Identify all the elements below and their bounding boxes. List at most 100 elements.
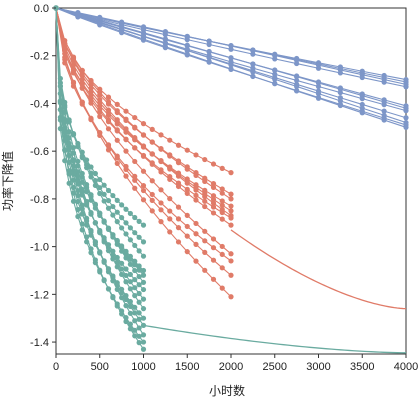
teal-data-point <box>136 218 142 224</box>
blue-data-point <box>315 80 322 86</box>
red-data-point <box>202 198 208 204</box>
y-tick-label: -1.2 <box>30 289 49 301</box>
red-data-point <box>210 204 217 210</box>
teal-data-point <box>127 225 133 231</box>
teal-data-point <box>110 295 116 301</box>
red-data-point <box>88 100 94 106</box>
teal-data-point <box>123 279 129 285</box>
red-data-point <box>184 166 190 172</box>
blue-data-point <box>228 46 234 52</box>
teal-data-point <box>105 205 112 211</box>
blue-data-point <box>228 62 234 68</box>
red-data-point <box>114 127 120 133</box>
teal-data-point <box>101 182 107 188</box>
teal-data-point <box>132 277 138 283</box>
blue-data-point <box>337 89 343 96</box>
blue-data-point <box>294 77 300 84</box>
red-data-point <box>132 114 138 121</box>
red-data-point <box>193 187 199 193</box>
teal-data-point <box>66 129 72 135</box>
blue-data-point <box>140 36 147 42</box>
red-data-point <box>184 212 190 219</box>
red-data-point <box>175 173 182 179</box>
teal-data-point <box>127 237 133 243</box>
teal-data-point <box>140 272 147 278</box>
red-data-point <box>175 239 182 245</box>
teal-data-point <box>132 262 138 268</box>
blue-data-point <box>315 91 322 97</box>
red-data-point <box>88 85 94 91</box>
red-data-point <box>158 169 164 175</box>
teal-data-point <box>132 304 138 310</box>
teal-data-point <box>101 277 107 283</box>
teal-data-point <box>127 210 133 217</box>
red-data-point <box>184 186 190 192</box>
teal-data-point <box>57 114 63 120</box>
red-data-point <box>114 108 120 114</box>
red-data-point <box>175 225 182 231</box>
red-data-point <box>105 147 112 153</box>
teal-data-point <box>70 131 77 137</box>
red-data-point <box>228 208 234 214</box>
red-data-point <box>132 173 138 179</box>
teal-data-point <box>105 187 112 194</box>
red-data-point <box>175 204 182 210</box>
teal-data-point <box>140 286 147 293</box>
teal-data-point <box>136 273 142 280</box>
teal-data-point <box>75 206 81 213</box>
teal-data-point <box>88 210 94 216</box>
red-data-point <box>158 146 164 152</box>
teal-data-point <box>110 212 116 218</box>
teal-fitted-curve <box>143 324 407 354</box>
teal-data-point <box>92 182 98 189</box>
red-data-point <box>202 238 208 244</box>
red-series-6 <box>53 5 234 219</box>
red-data-point <box>228 222 234 228</box>
teal-data-point <box>105 269 112 275</box>
red-data-point <box>149 208 155 214</box>
teal-data-point <box>136 234 142 240</box>
teal-data-point <box>105 226 112 233</box>
teal-data-point <box>88 164 94 170</box>
red-data-point <box>88 79 94 85</box>
red-data-point <box>158 219 164 225</box>
teal-data-point <box>127 286 133 292</box>
red-data-point <box>228 258 234 264</box>
red-data-point <box>202 178 208 185</box>
teal-data-point <box>132 318 138 324</box>
teal-data-point <box>140 315 147 321</box>
teal-data-point <box>127 271 133 278</box>
red-data-point <box>149 191 155 198</box>
teal-data-point <box>123 318 129 325</box>
red-data-point <box>193 192 199 198</box>
red-data-point <box>219 198 225 204</box>
teal-data-point <box>132 242 138 249</box>
y-tick-label: -1.0 <box>30 242 49 254</box>
red-data-point <box>175 160 182 166</box>
red-data-point <box>219 202 225 208</box>
red-data-point <box>167 196 173 202</box>
red-data-point <box>105 126 112 132</box>
teal-data-point <box>70 144 77 151</box>
teal-data-point <box>105 248 112 254</box>
teal-data-point <box>119 225 125 231</box>
red-data-point <box>123 126 129 132</box>
red-data-point <box>149 197 155 203</box>
blue-data-point <box>381 108 387 114</box>
red-data-point <box>219 165 225 171</box>
teal-data-point <box>132 285 138 291</box>
red-data-point <box>228 191 234 197</box>
red-data-point <box>193 241 199 247</box>
teal-data-point <box>79 170 85 177</box>
teal-data-point <box>114 286 120 293</box>
x-tick-label: 0 <box>53 361 59 373</box>
teal-data-point <box>84 234 90 240</box>
teal-data-point <box>75 144 81 150</box>
blue-data-point <box>403 115 409 121</box>
teal-data-point <box>123 206 129 212</box>
teal-data-point <box>70 171 77 177</box>
teal-data-point <box>140 339 147 345</box>
blue-data-point <box>359 96 365 102</box>
red-data-point <box>158 187 164 193</box>
blue-data-point <box>250 61 256 67</box>
